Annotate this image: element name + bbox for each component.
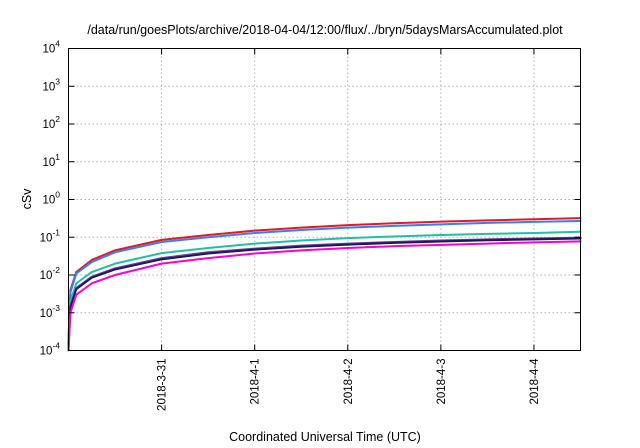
y-tick-exponent: 1: [55, 152, 60, 162]
grid-layer: [68, 48, 581, 351]
y-tick-exponent: -1: [52, 227, 60, 237]
y-tick-label: 10-1: [40, 227, 61, 244]
y-tick-label: 100: [42, 190, 60, 207]
series-line-5: [67, 237, 582, 350]
y-tick-label: 10-2: [40, 265, 61, 282]
x-tick-label: 2018-4-1: [250, 359, 262, 405]
y-tick-label: 10-3: [40, 303, 61, 320]
y-tick-base: 10: [40, 270, 53, 282]
y-tick-base: 10: [40, 232, 53, 244]
series-line-2: [67, 219, 582, 342]
series-line-3: [67, 230, 582, 345]
y-tick-exponent: 3: [55, 76, 60, 86]
y-tick-exponent: -3: [52, 303, 60, 313]
x-axis-label: Coordinated Universal Time (UTC): [229, 430, 421, 444]
y-tick-exponent: 2: [55, 114, 60, 124]
y-tick-base: 10: [42, 195, 55, 207]
y-tick-base: 10: [42, 44, 55, 56]
y-tick-base: 10: [40, 308, 53, 320]
y-tick-exponent: -2: [52, 265, 60, 275]
y-tick-label: 10-4: [40, 341, 61, 358]
x-tick-label: 2018-3-31: [157, 359, 169, 411]
y-tick-base: 10: [42, 157, 55, 169]
y-tick-label: 101: [42, 152, 60, 169]
y-tick-label: 103: [42, 76, 60, 93]
y-tick-exponent: -4: [52, 341, 60, 351]
x-tick-label: 2018-4-4: [529, 358, 541, 405]
y-axis-label: cSv: [20, 188, 34, 210]
y-tick-base: 10: [40, 346, 53, 358]
series-layer: [67, 217, 582, 352]
y-tick-base: 10: [42, 81, 55, 93]
y-tick-exponent: 4: [55, 39, 60, 49]
chart-title: /data/run/goesPlots/archive/2018-04-04/1…: [87, 23, 563, 37]
y-tick-exponent: 0: [55, 190, 60, 200]
series-line-6: [67, 240, 582, 352]
y-tick-label: 104: [42, 39, 60, 56]
x-tick-label: 2018-4-2: [343, 359, 355, 405]
y-tick-base: 10: [42, 119, 55, 131]
x-tick-label: 2018-4-3: [436, 359, 448, 405]
y-tick-label: 102: [42, 114, 60, 131]
series-line-4: [67, 236, 582, 349]
series-line-1: [67, 217, 582, 341]
tick-layer: 10-410-310-210-11001011021031042018-3-31…: [40, 39, 581, 411]
